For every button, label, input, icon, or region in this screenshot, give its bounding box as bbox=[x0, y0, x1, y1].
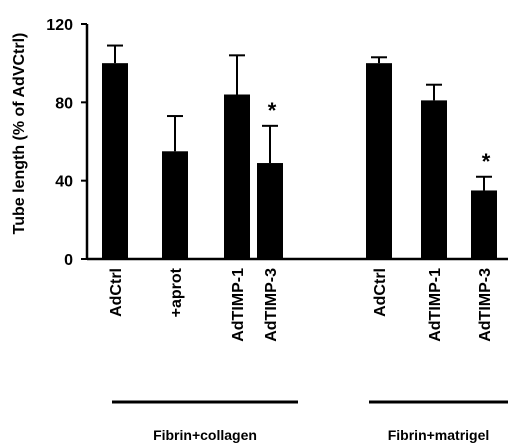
group-label: Fibrin+matrigel bbox=[388, 427, 490, 443]
category-label: AdTIMP-3 bbox=[477, 268, 494, 342]
bar bbox=[366, 63, 392, 259]
category-label: +aprot bbox=[168, 267, 185, 317]
significance-marker: * bbox=[268, 98, 277, 123]
category-label: AdCtrl bbox=[372, 268, 389, 317]
significance-marker: * bbox=[482, 149, 491, 174]
axes: 0 40 80 120 Tube length (% of AdVCtrl) bbox=[11, 17, 508, 269]
category-label: AdTIMP-3 bbox=[263, 268, 280, 342]
bar bbox=[421, 100, 447, 259]
bar bbox=[102, 63, 128, 259]
bar bbox=[471, 190, 497, 259]
group-label: Fibrin+collagen bbox=[153, 427, 257, 443]
category-label: AdCtrl bbox=[108, 268, 125, 317]
bar bbox=[224, 94, 250, 259]
y-tick-label: 120 bbox=[46, 17, 73, 34]
category-label: AdTIMP-1 bbox=[427, 268, 444, 342]
bars bbox=[102, 44, 497, 259]
bar bbox=[162, 151, 188, 259]
y-tick-label: 40 bbox=[55, 174, 73, 191]
y-tick-label: 0 bbox=[64, 252, 73, 269]
bar bbox=[257, 163, 283, 259]
y-tick-label: 80 bbox=[55, 95, 73, 112]
category-label: AdTIMP-1 bbox=[230, 268, 247, 342]
labels: AdCtrl +aprot AdTIMP-1 * AdTIMP-3 Fibrin+coll… bbox=[108, 98, 508, 443]
y-axis-label: Tube length (% of AdVCtrl) bbox=[11, 33, 28, 235]
